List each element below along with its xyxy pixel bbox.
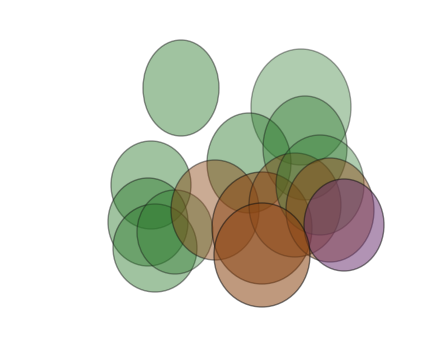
Ellipse shape [276, 135, 364, 235]
Ellipse shape [113, 204, 197, 292]
Ellipse shape [137, 190, 213, 274]
Ellipse shape [143, 40, 219, 136]
Ellipse shape [207, 113, 291, 213]
Ellipse shape [212, 172, 312, 284]
Ellipse shape [263, 96, 347, 200]
Ellipse shape [111, 141, 191, 229]
Ellipse shape [108, 178, 188, 266]
Ellipse shape [286, 158, 374, 262]
Ellipse shape [251, 49, 351, 165]
Ellipse shape [249, 153, 341, 257]
Ellipse shape [171, 160, 259, 260]
Ellipse shape [304, 179, 384, 271]
Ellipse shape [214, 203, 310, 307]
